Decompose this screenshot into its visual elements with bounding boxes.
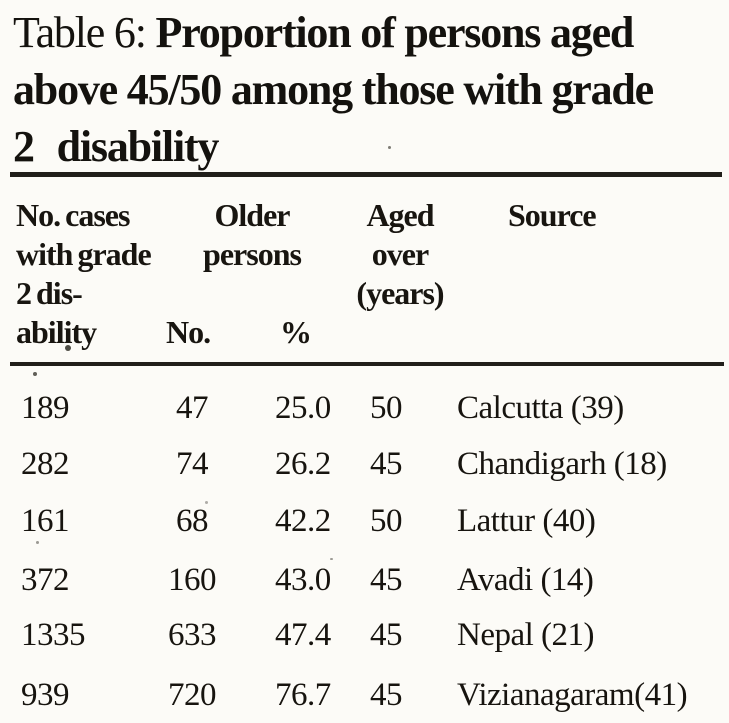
cell-older-pct: 43.0 bbox=[275, 562, 331, 598]
cell-older-pct: 76.7 bbox=[275, 677, 331, 713]
cell-source: Vizianagaram(41) bbox=[457, 677, 688, 713]
scan-speck bbox=[388, 146, 391, 149]
cell-cases: 161 bbox=[21, 503, 70, 539]
header-cases-line2: with grade bbox=[16, 236, 152, 272]
cell-cases: 939 bbox=[21, 677, 70, 713]
cell-older-pct: 47.4 bbox=[275, 617, 331, 653]
cell-source: Nepal (21) bbox=[457, 617, 595, 653]
title-text-part1: Proportion of persons aged bbox=[155, 8, 635, 57]
header-cases-line3: 2 dis- bbox=[16, 275, 83, 311]
cell-older-pct: 26.2 bbox=[275, 446, 331, 482]
cell-older-pct: 42.2 bbox=[275, 503, 331, 539]
scan-speck bbox=[36, 541, 39, 544]
table-number-label: Table 6: bbox=[13, 8, 147, 57]
cell-older-no: 720 bbox=[168, 677, 217, 713]
cell-older-no: 74 bbox=[176, 446, 209, 482]
table-header-rule bbox=[10, 362, 724, 366]
header-source-column: Source bbox=[508, 197, 597, 233]
header-older-persons-group: Older persons bbox=[163, 196, 341, 274]
header-aged-over-column: Aged over (years) bbox=[348, 196, 452, 313]
cell-aged-over: 45 bbox=[370, 617, 403, 653]
table-row: 1335 633 47.4 45 Nepal (21) bbox=[0, 617, 729, 657]
scan-speck bbox=[205, 501, 208, 504]
header-older-percent-subcolumn: % bbox=[280, 314, 312, 350]
table-row: 161 68 42.2 50 Lattur (40) bbox=[0, 503, 729, 543]
header-older-no-subcolumn: No. bbox=[166, 314, 211, 350]
header-cases-line1: No. cases bbox=[16, 197, 130, 233]
cell-cases: 372 bbox=[21, 562, 70, 598]
cell-aged-over: 50 bbox=[370, 390, 403, 426]
cell-cases: 282 bbox=[21, 446, 70, 482]
scan-speck bbox=[65, 345, 71, 351]
cell-aged-over: 45 bbox=[370, 677, 403, 713]
cell-cases: 189 bbox=[21, 390, 70, 426]
header-aged-line1: Aged bbox=[366, 197, 434, 233]
header-older-line2: persons bbox=[203, 236, 302, 272]
scan-speck bbox=[503, 685, 506, 687]
header-cases-column: No. cases with grade 2 dis- ability bbox=[16, 196, 152, 352]
cell-older-no: 633 bbox=[168, 617, 217, 653]
cell-aged-over: 45 bbox=[370, 446, 403, 482]
cell-source: Avadi (14) bbox=[457, 562, 594, 598]
scan-speck bbox=[33, 372, 37, 376]
title-line-3: 2 disability bbox=[13, 122, 219, 171]
table-top-rule bbox=[10, 172, 722, 177]
cell-older-no: 68 bbox=[176, 503, 209, 539]
title-line-1: Table 6: Proportion of persons aged bbox=[13, 4, 721, 61]
cell-source: Chandigarh (18) bbox=[457, 446, 667, 482]
header-aged-line2: over bbox=[371, 236, 429, 272]
table-title: Table 6: Proportion of persons aged abov… bbox=[13, 4, 721, 175]
cell-aged-over: 50 bbox=[370, 503, 403, 539]
table-row: 282 74 26.2 45 Chandigarh (18) bbox=[0, 446, 729, 486]
header-older-line1: Older bbox=[214, 197, 291, 233]
cell-older-pct: 25.0 bbox=[275, 390, 331, 426]
header-aged-line3: (years) bbox=[356, 275, 444, 311]
scan-speck bbox=[330, 558, 333, 560]
cell-older-no: 47 bbox=[176, 390, 209, 426]
cell-source: Lattur (40) bbox=[457, 503, 596, 539]
cell-older-no: 160 bbox=[168, 562, 217, 598]
title-line-2: above 45/50 among those with grade bbox=[13, 65, 654, 114]
table-row: 939 720 76.7 45 Vizianagaram(41) bbox=[0, 677, 729, 717]
cell-aged-over: 45 bbox=[370, 562, 403, 598]
table-row: 372 160 43.0 45 Avadi (14) bbox=[0, 562, 729, 602]
table-row: 189 47 25.0 50 Calcutta (39) bbox=[0, 390, 729, 430]
header-cases-line4: ability bbox=[16, 314, 97, 350]
cell-source: Calcutta (39) bbox=[457, 390, 624, 426]
cell-cases: 1335 bbox=[21, 617, 86, 653]
